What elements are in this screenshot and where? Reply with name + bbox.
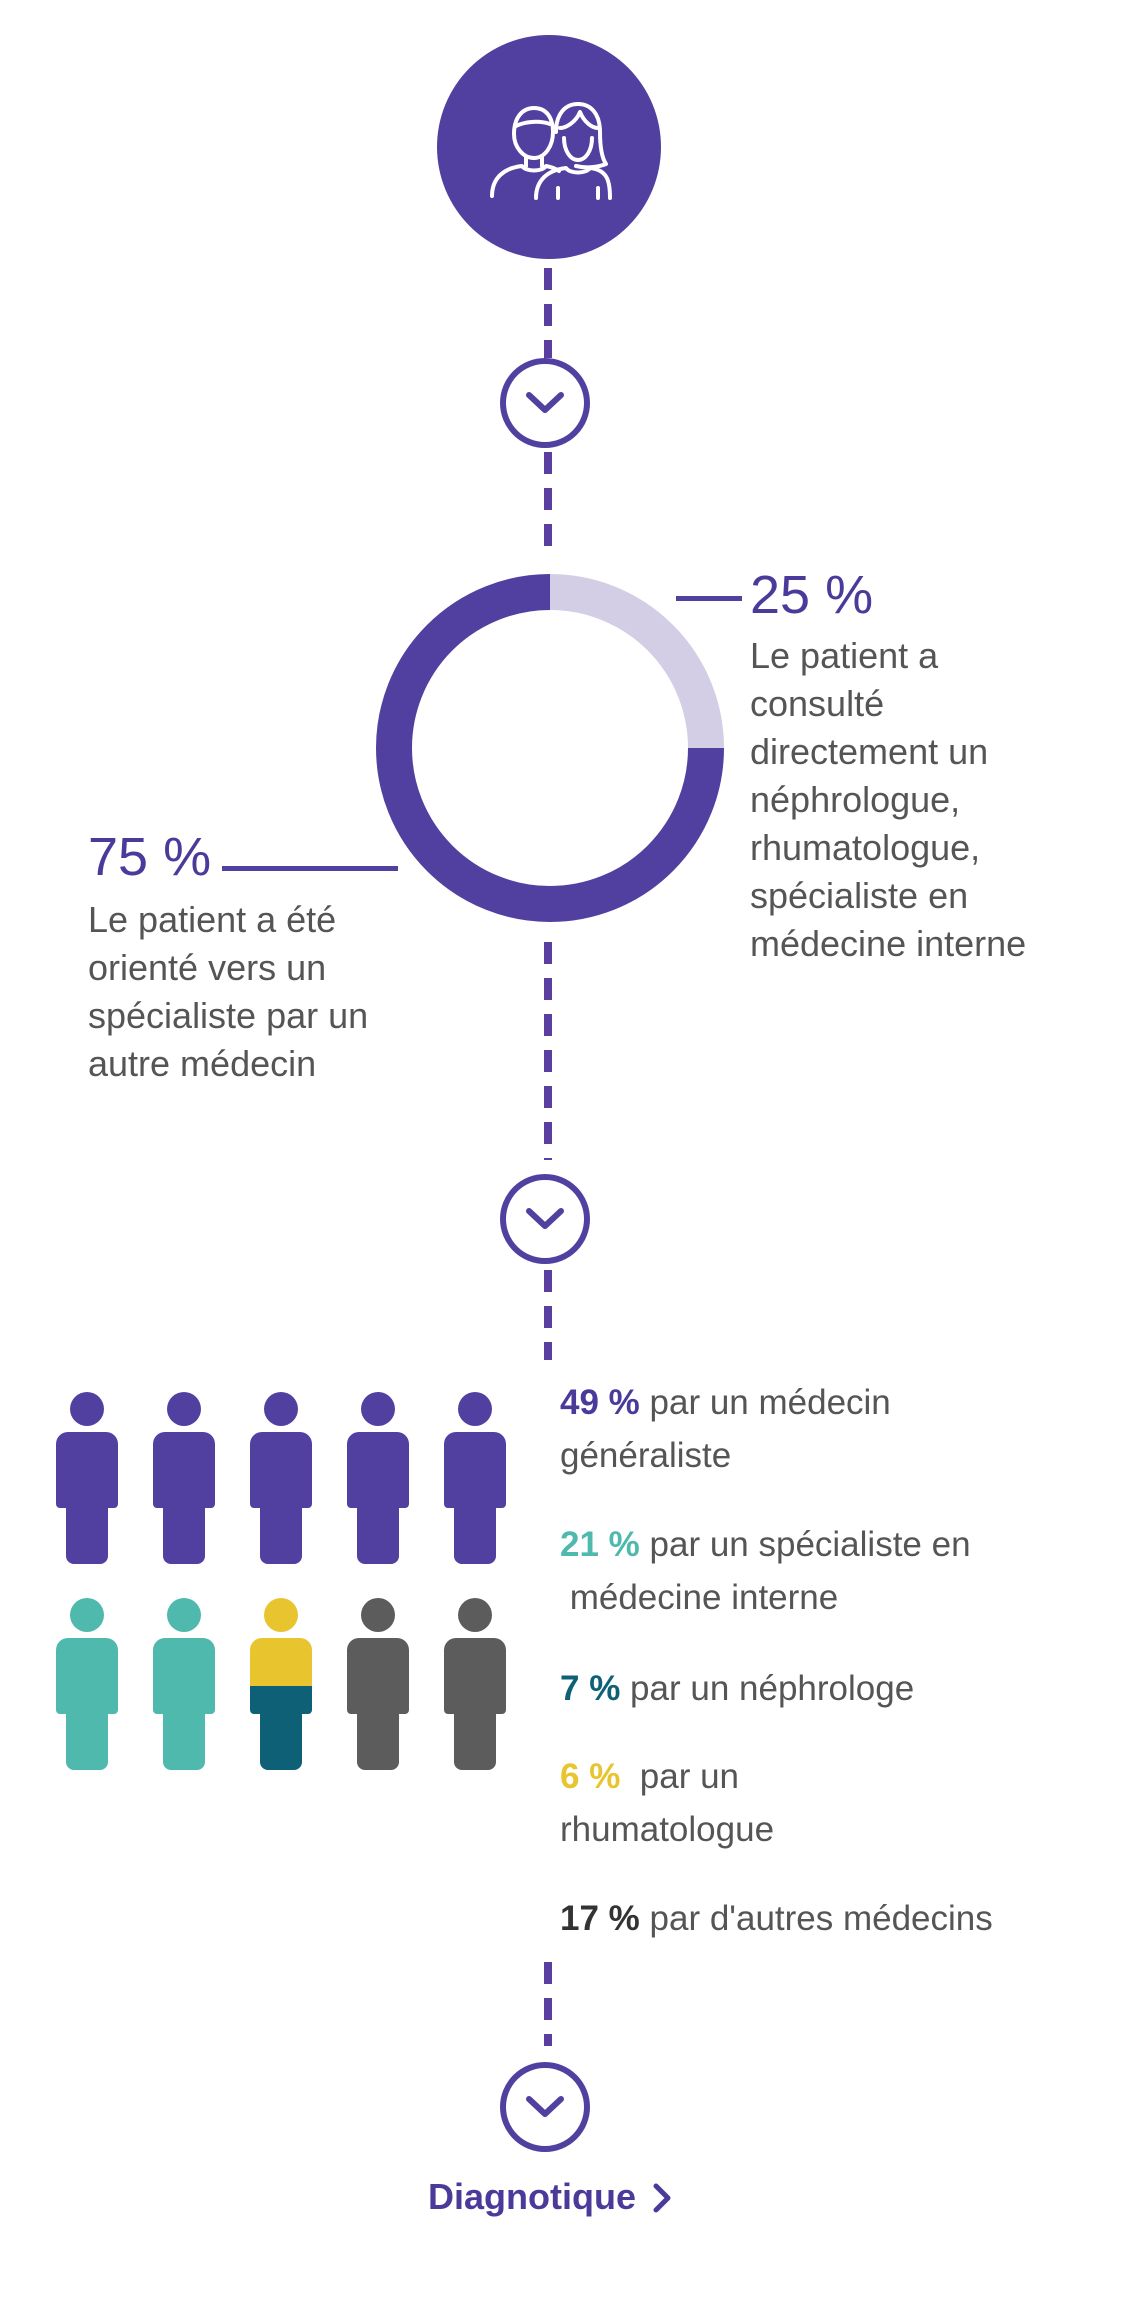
person-icon: [153, 1598, 215, 1770]
diagnostic-link[interactable]: Diagnotique: [0, 2176, 1100, 2218]
person-icon: [250, 1598, 312, 1770]
stat-label: généraliste: [560, 1436, 732, 1475]
stat-percentage: 6 %: [560, 1757, 621, 1796]
stat-label: par un néphrologe: [630, 1669, 915, 1708]
timeline-dash-4: [544, 1270, 552, 1360]
desc-line: médecine interne: [750, 923, 1027, 964]
referral-donut-chart: [376, 574, 724, 922]
desc-line: Le patient a été: [88, 899, 337, 940]
chevron-down-icon: [526, 2096, 564, 2117]
donut-right-percentage: 25 %: [750, 565, 874, 625]
diagnostic-link-label: Diagnotique: [428, 2176, 636, 2217]
stat-label: par un spécialiste en: [649, 1525, 971, 1564]
stat-percentage: 7 %: [560, 1669, 621, 1708]
couple-icon: [490, 102, 612, 200]
desc-line: consulté: [750, 683, 885, 724]
stat-label: médecine interne: [560, 1578, 839, 1617]
chevron-right-icon: [653, 2183, 671, 2213]
person-icon: [444, 1598, 506, 1770]
person-icon: [444, 1392, 506, 1564]
stat-label: par un: [630, 1757, 740, 1796]
donut-left-percentage: 75 %: [88, 827, 212, 887]
donut-left-leader-line: [222, 866, 398, 871]
desc-line: directement un: [750, 731, 989, 772]
desc-line: néphrologue,: [750, 779, 961, 820]
timeline-dash-1: [544, 268, 552, 358]
desc-line: spécialiste par un: [88, 995, 369, 1036]
person-icon: [250, 1392, 312, 1564]
person-icon: [347, 1598, 409, 1770]
desc-line: orienté vers un: [88, 947, 327, 988]
stat-rheumatologist: 6 % par un rhumatologue: [560, 1750, 1100, 1856]
chevron-down-button-1[interactable]: [500, 358, 590, 448]
person-icon: [153, 1392, 215, 1564]
stat-generalist: 49 % par un médecin généraliste: [560, 1376, 1100, 1482]
timeline-dash-3: [544, 942, 552, 1160]
desc-line: Le patient a: [750, 635, 939, 676]
stat-percentage: 21 %: [560, 1525, 640, 1564]
desc-line: spécialiste en: [750, 875, 969, 916]
donut-slice-75: [376, 574, 724, 922]
timeline-dash-2: [544, 452, 552, 552]
people-pictogram: [56, 1392, 516, 1772]
chevron-down-icon: [526, 1208, 564, 1229]
stat-percentage: 49 %: [560, 1383, 640, 1422]
stat-internist: 21 % par un spécialiste en médecine inte…: [560, 1518, 1100, 1624]
stat-nephrologist: 7 % par un néphrologe: [560, 1662, 1100, 1715]
chevron-down-icon: [526, 392, 564, 413]
donut-right-description: Le patient a consulté directement un nép…: [750, 632, 1120, 968]
donut-slice-25: [549, 574, 724, 749]
stat-other-doctors: 17 % par d'autres médecins: [560, 1892, 1100, 1945]
timeline-dash-5: [544, 1962, 552, 2046]
donut-left-description: Le patient a été orienté vers un spécial…: [88, 896, 448, 1088]
desc-line: autre médecin: [88, 1043, 317, 1084]
stat-percentage: 17 %: [560, 1899, 640, 1938]
stat-label: rhumatologue: [560, 1810, 775, 1849]
donut-right-leader-line: [676, 596, 742, 601]
stat-label: par un médecin: [649, 1383, 891, 1422]
chevron-down-button-2[interactable]: [500, 1174, 590, 1264]
patients-badge: [437, 35, 661, 259]
person-icon: [347, 1392, 409, 1564]
desc-line: rhumatologue,: [750, 827, 981, 868]
person-icon: [56, 1392, 118, 1564]
stat-label: par d'autres médecins: [649, 1899, 993, 1938]
person-icon: [56, 1598, 118, 1770]
chevron-down-button-3[interactable]: [500, 2062, 590, 2152]
